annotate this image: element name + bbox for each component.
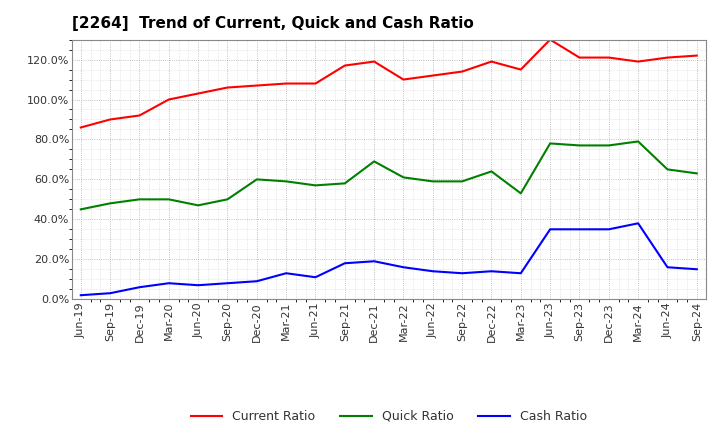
Quick Ratio <box>487 169 496 174</box>
Current Ratio <box>634 59 642 64</box>
Current Ratio <box>693 53 701 58</box>
Quick Ratio <box>663 167 672 172</box>
Quick Ratio <box>194 203 202 208</box>
Quick Ratio <box>341 181 349 186</box>
Quick Ratio <box>311 183 320 188</box>
Legend: Current Ratio, Quick Ratio, Cash Ratio: Current Ratio, Quick Ratio, Cash Ratio <box>186 405 592 428</box>
Cash Ratio <box>223 281 232 286</box>
Cash Ratio <box>546 227 554 232</box>
Quick Ratio <box>253 177 261 182</box>
Cash Ratio <box>693 267 701 272</box>
Cash Ratio <box>663 264 672 270</box>
Current Ratio <box>106 117 114 122</box>
Quick Ratio <box>575 143 584 148</box>
Current Ratio <box>487 59 496 64</box>
Quick Ratio <box>135 197 144 202</box>
Current Ratio <box>223 85 232 90</box>
Quick Ratio <box>546 141 554 146</box>
Quick Ratio <box>458 179 467 184</box>
Quick Ratio <box>605 143 613 148</box>
Current Ratio <box>663 55 672 60</box>
Quick Ratio <box>282 179 290 184</box>
Current Ratio <box>605 55 613 60</box>
Cash Ratio <box>164 281 173 286</box>
Current Ratio <box>341 63 349 68</box>
Cash Ratio <box>605 227 613 232</box>
Current Ratio <box>370 59 379 64</box>
Cash Ratio <box>634 221 642 226</box>
Current Ratio <box>458 69 467 74</box>
Cash Ratio <box>516 271 525 276</box>
Cash Ratio <box>194 282 202 288</box>
Cash Ratio <box>458 271 467 276</box>
Current Ratio <box>76 125 85 130</box>
Cash Ratio <box>282 271 290 276</box>
Cash Ratio <box>399 264 408 270</box>
Quick Ratio <box>76 207 85 212</box>
Quick Ratio <box>693 171 701 176</box>
Quick Ratio <box>370 159 379 164</box>
Cash Ratio <box>487 268 496 274</box>
Current Ratio <box>164 97 173 102</box>
Line: Current Ratio: Current Ratio <box>81 40 697 128</box>
Cash Ratio <box>575 227 584 232</box>
Quick Ratio <box>223 197 232 202</box>
Quick Ratio <box>399 175 408 180</box>
Current Ratio <box>311 81 320 86</box>
Current Ratio <box>516 67 525 72</box>
Current Ratio <box>282 81 290 86</box>
Current Ratio <box>546 37 554 42</box>
Line: Quick Ratio: Quick Ratio <box>81 141 697 209</box>
Current Ratio <box>194 91 202 96</box>
Quick Ratio <box>106 201 114 206</box>
Quick Ratio <box>516 191 525 196</box>
Current Ratio <box>135 113 144 118</box>
Current Ratio <box>399 77 408 82</box>
Quick Ratio <box>164 197 173 202</box>
Cash Ratio <box>370 259 379 264</box>
Cash Ratio <box>311 275 320 280</box>
Cash Ratio <box>106 290 114 296</box>
Quick Ratio <box>634 139 642 144</box>
Current Ratio <box>428 73 437 78</box>
Cash Ratio <box>428 268 437 274</box>
Line: Cash Ratio: Cash Ratio <box>81 224 697 295</box>
Cash Ratio <box>135 285 144 290</box>
Text: [2264]  Trend of Current, Quick and Cash Ratio: [2264] Trend of Current, Quick and Cash … <box>72 16 474 32</box>
Cash Ratio <box>253 279 261 284</box>
Current Ratio <box>253 83 261 88</box>
Cash Ratio <box>76 293 85 298</box>
Quick Ratio <box>428 179 437 184</box>
Current Ratio <box>575 55 584 60</box>
Cash Ratio <box>341 260 349 266</box>
